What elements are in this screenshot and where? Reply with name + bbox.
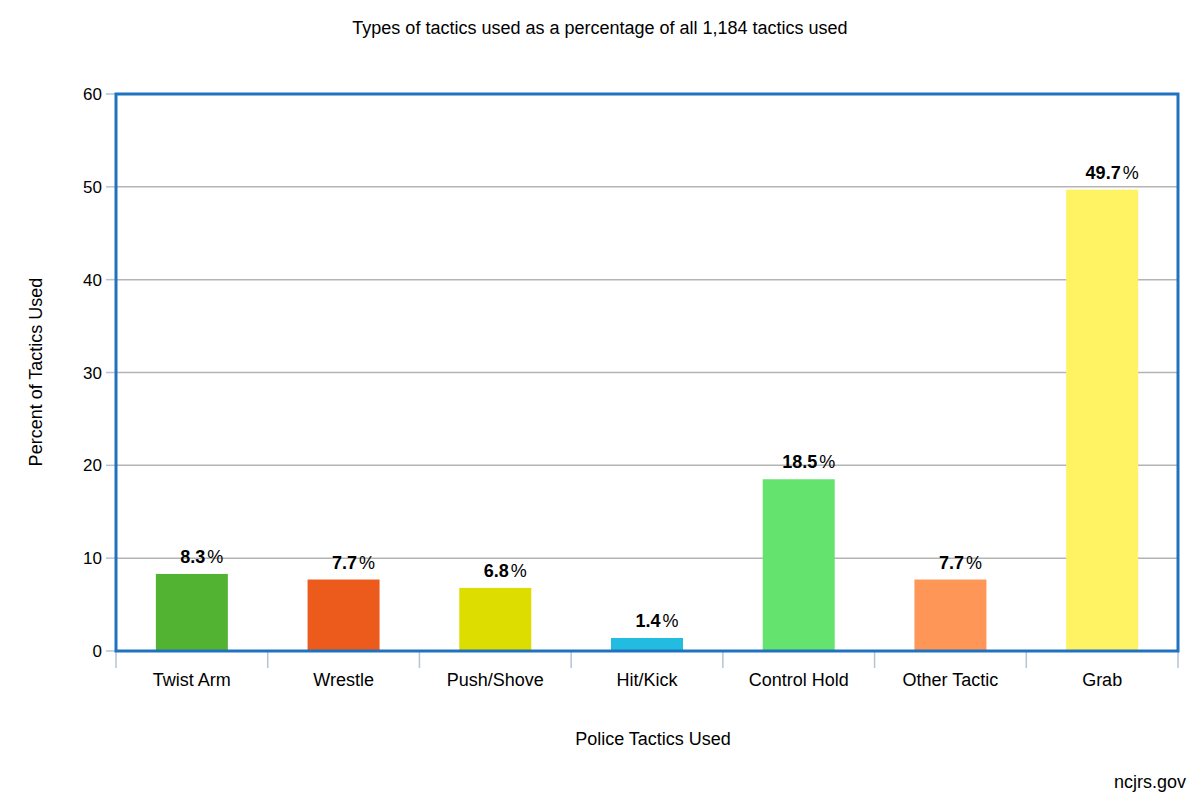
data-label: 49.7% (1086, 163, 1139, 183)
grid-line (116, 186, 1178, 188)
grid-line (116, 465, 1178, 467)
x-tick-label: Wrestle (313, 670, 374, 690)
plot-frame (116, 94, 1178, 651)
x-tick-label: Other Tactic (903, 670, 999, 690)
x-tick-label: Control Hold (749, 670, 849, 690)
data-label-number: 7.7 (939, 553, 964, 573)
x-tick-label: Hit/Kick (616, 670, 678, 690)
data-label-number: 49.7 (1086, 163, 1121, 183)
data-label-unit: % (1123, 163, 1139, 183)
x-tick-label: Twist Arm (153, 670, 231, 690)
chart-container: 01020304050608.3%7.7%6.8%1.4%18.5%7.7%49… (0, 0, 1200, 800)
y-axis-label: Percent of Tactics Used (26, 278, 46, 467)
x-tick-separator (722, 651, 724, 668)
grid-line (116, 279, 1178, 281)
data-label: 18.5% (782, 452, 835, 472)
grid-line (116, 372, 1178, 374)
data-label: 6.8% (484, 561, 527, 581)
x-tick-separator (115, 651, 117, 668)
y-tick-label: 20 (83, 456, 102, 475)
x-tick-separator (1177, 651, 1179, 668)
data-label-unit: % (663, 611, 679, 631)
x-axis-label: Police Tactics Used (575, 729, 731, 749)
data-label-number: 8.3 (180, 547, 205, 567)
y-tick-label: 40 (83, 271, 102, 290)
data-label-unit: % (966, 553, 982, 573)
data-label-unit: % (819, 452, 835, 472)
bar (763, 479, 835, 651)
y-tick-label: 0 (93, 642, 102, 661)
bar (914, 580, 986, 651)
x-tick-separator (570, 651, 572, 668)
data-label-number: 1.4 (635, 611, 660, 631)
bar (459, 588, 531, 651)
data-label-number: 18.5 (782, 452, 817, 472)
data-label: 7.7% (332, 553, 375, 573)
grid-line (116, 557, 1178, 559)
data-label-unit: % (207, 547, 223, 567)
data-label-number: 6.8 (484, 561, 509, 581)
chart-svg: 01020304050608.3%7.7%6.8%1.4%18.5%7.7%49… (0, 0, 1200, 800)
data-label-unit: % (359, 553, 375, 573)
data-label: 1.4% (635, 611, 678, 631)
x-tick-separator (419, 651, 421, 668)
y-tick-label: 60 (83, 85, 102, 104)
x-tick-label: Grab (1082, 670, 1122, 690)
data-label: 8.3% (180, 547, 223, 567)
y-tick-label: 30 (83, 364, 102, 383)
title: Types of tactics used as a percentage of… (352, 18, 847, 38)
bar (611, 638, 683, 651)
data-label-unit: % (511, 561, 527, 581)
x-tick-separator (874, 651, 876, 668)
y-tick-label: 50 (83, 178, 102, 197)
bars (156, 190, 1138, 651)
x-tick-separator (267, 651, 269, 668)
data-label-number: 7.7 (332, 553, 357, 573)
bar (156, 574, 228, 651)
bar (308, 580, 380, 651)
data-label: 7.7% (939, 553, 982, 573)
bar (1066, 190, 1138, 651)
x-tick-separator (1026, 651, 1028, 668)
y-tick-label: 10 (83, 549, 102, 568)
source-annotation: ncjrs.gov (1114, 772, 1186, 792)
x-tick-label: Push/Shove (447, 670, 544, 690)
